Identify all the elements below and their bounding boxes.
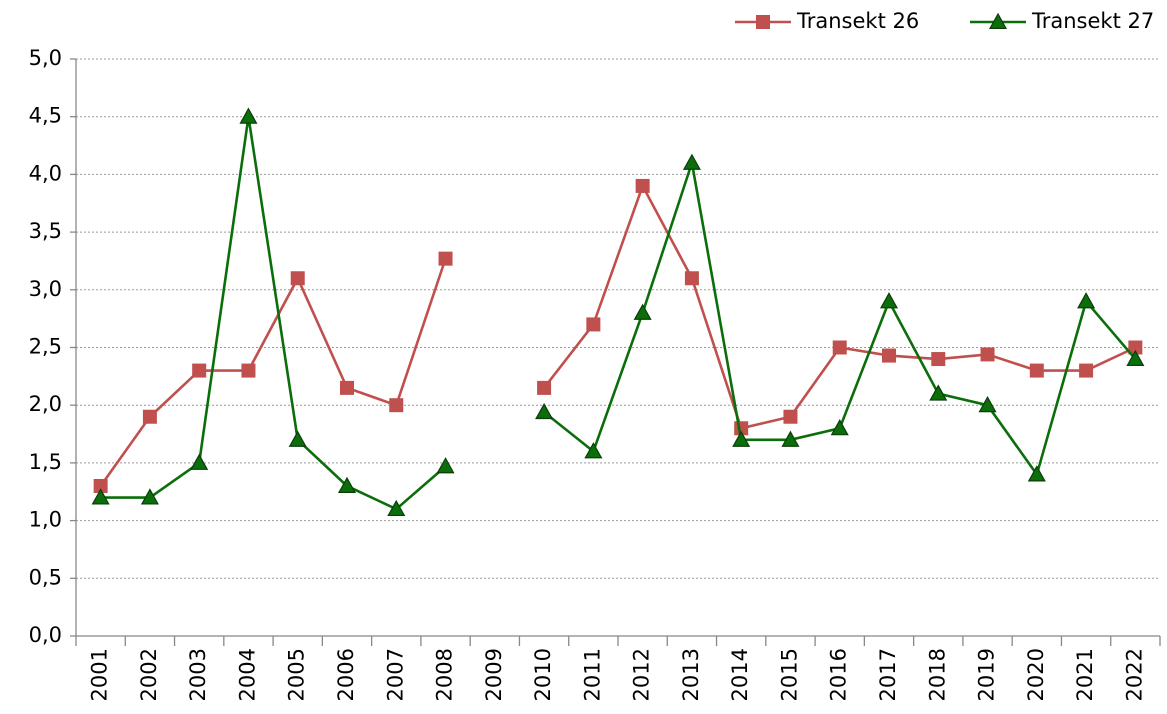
x-tick-label: 2015 xyxy=(777,648,801,701)
data-point xyxy=(584,442,603,459)
data-point xyxy=(93,478,108,493)
data-point xyxy=(931,352,946,367)
data-point xyxy=(91,488,110,505)
data-point xyxy=(882,348,896,363)
y-tick-label: 2,5 xyxy=(29,335,62,359)
x-tick-label: 2011 xyxy=(580,648,604,701)
series-line xyxy=(100,116,1137,511)
legend-marker xyxy=(988,12,1008,29)
data-point xyxy=(1027,465,1046,482)
data-point xyxy=(635,178,650,193)
x-tick-label: 2003 xyxy=(186,648,210,701)
data-point xyxy=(537,380,552,395)
data-point xyxy=(387,499,406,517)
y-tick-label: 3,5 xyxy=(29,219,62,243)
data-point xyxy=(1128,340,1143,355)
data-point xyxy=(337,476,357,493)
data-point xyxy=(436,457,455,474)
data-point xyxy=(732,430,751,447)
y-tick-label: 1,0 xyxy=(29,508,62,532)
x-tick-label: 2014 xyxy=(728,648,752,701)
y-tick-label: 3,0 xyxy=(29,277,62,301)
data-point xyxy=(142,409,157,424)
x-tick-label: 2013 xyxy=(679,648,703,701)
x-tick-label: 2001 xyxy=(88,648,112,701)
data-point xyxy=(832,340,847,355)
y-tick-label: 0,5 xyxy=(29,565,62,589)
x-tick-label: 2009 xyxy=(482,648,506,701)
x-tick-label: 2006 xyxy=(334,648,358,701)
x-tick-label: 2005 xyxy=(285,648,309,701)
data-point xyxy=(192,363,207,378)
data-point xyxy=(929,384,948,401)
data-point xyxy=(1077,292,1096,309)
data-point xyxy=(438,251,453,266)
data-point xyxy=(684,271,699,286)
data-point xyxy=(241,363,256,378)
legend-label: Transekt 27 xyxy=(1031,9,1154,33)
x-tick-label: 2022 xyxy=(1122,648,1146,701)
data-point xyxy=(288,430,307,447)
x-tick-label: 2017 xyxy=(876,648,900,701)
x-tick-label: 2016 xyxy=(827,648,851,701)
data-point xyxy=(239,107,258,124)
data-point xyxy=(633,303,652,320)
x-tick-label: 2018 xyxy=(925,648,949,701)
data-point xyxy=(1126,349,1145,367)
data-point xyxy=(1029,363,1044,378)
data-point xyxy=(290,271,305,286)
x-tick-label: 2004 xyxy=(235,648,259,701)
data-point xyxy=(190,453,209,470)
x-tick-label: 2008 xyxy=(433,648,457,701)
y-tick-label: 0,0 xyxy=(29,623,62,647)
x-tick-label: 2021 xyxy=(1073,648,1097,701)
x-tick-label: 2019 xyxy=(975,648,999,701)
y-tick-label: 2,0 xyxy=(29,392,62,416)
data-point xyxy=(340,380,354,395)
data-point xyxy=(1079,363,1094,378)
x-tick-label: 2020 xyxy=(1024,648,1048,701)
data-point xyxy=(586,317,601,332)
x-tick-label: 2007 xyxy=(383,648,407,701)
data-point xyxy=(830,419,849,436)
data-point xyxy=(389,398,404,413)
data-point xyxy=(978,395,997,413)
legend-label: Transekt 26 xyxy=(796,9,919,33)
x-tick-label: 2002 xyxy=(137,648,161,701)
y-tick-label: 4,5 xyxy=(29,104,62,128)
x-tick-label: 2012 xyxy=(630,648,654,701)
y-tick-label: 5,0 xyxy=(29,46,62,70)
data-point xyxy=(682,153,701,170)
legend-marker xyxy=(756,15,770,29)
data-point xyxy=(140,488,159,505)
data-point xyxy=(783,409,798,424)
data-point xyxy=(535,402,554,420)
y-tick-label: 1,5 xyxy=(29,450,62,474)
y-tick-label: 4,0 xyxy=(29,161,62,185)
series-line xyxy=(99,182,1136,487)
data-point xyxy=(781,430,800,447)
data-point xyxy=(980,347,995,362)
data-point xyxy=(879,292,899,309)
x-tick-label: 2010 xyxy=(531,648,555,701)
